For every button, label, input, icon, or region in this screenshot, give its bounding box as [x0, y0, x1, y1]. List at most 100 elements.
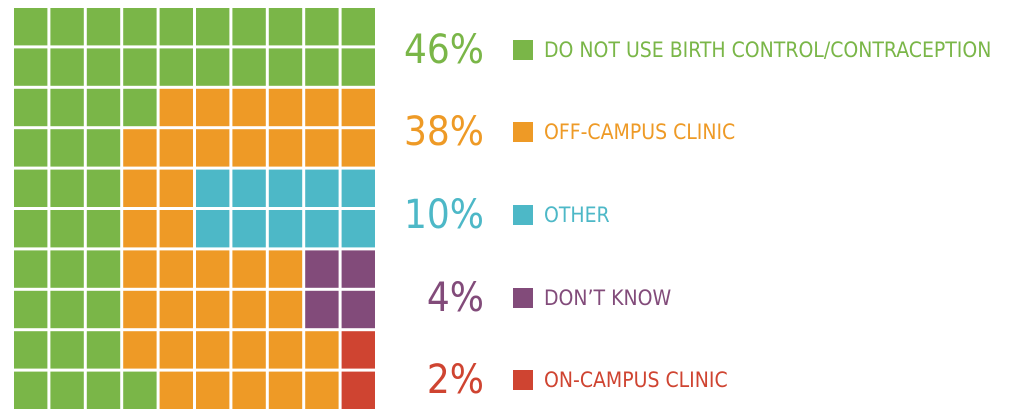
waffle-cell — [123, 250, 157, 288]
waffle-cell — [305, 48, 339, 86]
waffle-cell — [159, 88, 193, 127]
waffle-cell — [50, 88, 84, 127]
legend-swatch — [513, 370, 533, 390]
percent-label: 38% — [404, 109, 484, 155]
waffle-cell — [123, 88, 157, 127]
legend-swatch — [513, 205, 533, 225]
percent-label: 2% — [427, 357, 484, 403]
waffle-cell — [86, 169, 121, 207]
waffle-cell — [341, 169, 375, 207]
waffle-cell — [268, 169, 303, 207]
waffle-cell — [123, 48, 157, 86]
waffle-cell — [196, 210, 230, 248]
waffle-cell — [14, 48, 48, 86]
legend-label: OTHER — [544, 203, 610, 227]
waffle-cell — [159, 169, 193, 207]
waffle-cell — [50, 331, 84, 369]
waffle-cell — [50, 290, 84, 329]
waffle-cell — [14, 169, 48, 207]
waffle-cell — [86, 88, 121, 127]
waffle-cell — [86, 48, 121, 86]
waffle-cell — [196, 250, 230, 288]
waffle-cell — [50, 8, 84, 46]
waffle-cell — [86, 250, 121, 288]
waffle-cell — [268, 290, 303, 329]
waffle-cell — [268, 129, 303, 167]
waffle-cell — [305, 88, 339, 127]
waffle-cell — [232, 169, 266, 207]
waffle-cell — [232, 129, 266, 167]
waffle-cell — [268, 48, 303, 86]
waffle-cell — [123, 169, 157, 207]
waffle-cell — [232, 210, 266, 248]
waffle-cell — [305, 331, 339, 369]
waffle-cell — [86, 210, 121, 248]
waffle-cell — [14, 250, 48, 288]
waffle-cell — [86, 331, 121, 369]
waffle-cell — [268, 371, 303, 409]
legend-swatch — [513, 40, 533, 60]
waffle-cell — [50, 48, 84, 86]
waffle-cell — [305, 8, 339, 46]
waffle-cell — [196, 331, 230, 369]
waffle-cell — [14, 8, 48, 46]
waffle-cell — [305, 290, 339, 329]
percent-label: 4% — [427, 275, 484, 321]
waffle-cell — [305, 129, 339, 167]
waffle-cell — [159, 331, 193, 369]
waffle-cell — [341, 331, 375, 369]
waffle-cell — [268, 331, 303, 369]
waffle-cell — [305, 250, 339, 288]
legend-swatch — [513, 122, 533, 142]
waffle-cell — [159, 371, 193, 409]
waffle-cell — [341, 371, 375, 409]
waffle-cell — [123, 331, 157, 369]
waffle-cell — [196, 371, 230, 409]
waffle-cell — [196, 169, 230, 207]
waffle-cell — [14, 331, 48, 369]
legend-label: OFF-CAMPUS CLINIC — [544, 120, 735, 144]
waffle-cell — [305, 169, 339, 207]
waffle-cell — [123, 290, 157, 329]
waffle-cell — [268, 8, 303, 46]
waffle-cell — [86, 290, 121, 329]
waffle-cell — [305, 210, 339, 248]
waffle-cell — [86, 129, 121, 167]
legend-swatch — [513, 288, 533, 308]
legend-label: DO NOT USE BIRTH CONTROL/CONTRACEPTION — [544, 38, 991, 62]
waffle-cell — [14, 290, 48, 329]
waffle-cell — [341, 129, 375, 167]
waffle-cell — [341, 48, 375, 86]
waffle-cell — [50, 371, 84, 409]
waffle-cell — [50, 210, 84, 248]
waffle-cell — [341, 250, 375, 288]
waffle-cell — [123, 210, 157, 248]
waffle-cell — [86, 371, 121, 409]
waffle-cell — [341, 290, 375, 329]
waffle-cell — [123, 129, 157, 167]
waffle-cell — [196, 88, 230, 127]
waffle-cell — [14, 371, 48, 409]
waffle-cell — [14, 210, 48, 248]
legend-label: ON-CAMPUS CLINIC — [544, 368, 728, 392]
waffle-cell — [50, 250, 84, 288]
waffle-cell — [159, 250, 193, 288]
waffle-cell — [14, 88, 48, 127]
waffle-cell — [159, 48, 193, 86]
waffle-cell — [123, 8, 157, 46]
waffle-cell — [268, 210, 303, 248]
waffle-cell — [232, 250, 266, 288]
waffle-cell — [50, 129, 84, 167]
waffle-cell — [268, 250, 303, 288]
waffle-cell — [232, 8, 266, 46]
waffle-cell — [341, 210, 375, 248]
percent-label: 10% — [404, 192, 484, 238]
waffle-cell — [268, 88, 303, 127]
waffle-cell — [196, 8, 230, 46]
waffle-cell — [159, 8, 193, 46]
waffle-cell — [341, 8, 375, 46]
waffle-cell — [305, 371, 339, 409]
waffle-cell — [341, 88, 375, 127]
percent-label: 46% — [404, 27, 484, 73]
